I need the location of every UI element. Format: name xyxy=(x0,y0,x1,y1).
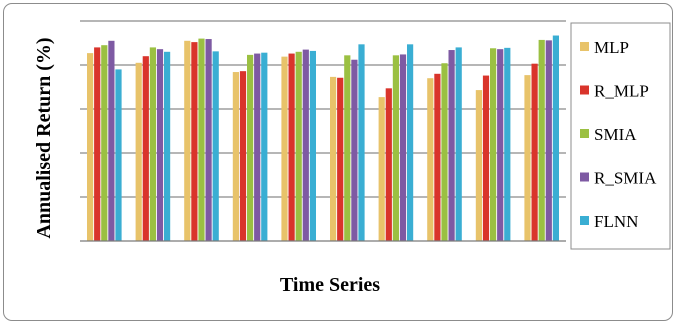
bar-flnn xyxy=(504,47,511,242)
bar-r-mlp xyxy=(337,77,344,241)
bar-r-smia xyxy=(205,39,212,241)
bar-flnn xyxy=(552,35,559,241)
legend-swatch xyxy=(580,85,589,95)
legend-swatch xyxy=(580,42,589,51)
legend-label: R_SMIA xyxy=(594,169,657,188)
bar-r-smia xyxy=(448,50,455,241)
bar-mlp xyxy=(135,62,142,241)
legend-swatch xyxy=(580,216,589,225)
bar-mlp xyxy=(281,56,288,241)
bar-r-smia xyxy=(545,40,552,241)
bar-r-mlp xyxy=(191,42,198,242)
bar-r-smia xyxy=(156,49,164,241)
bar-flnn xyxy=(455,47,462,242)
bar-smia xyxy=(101,45,108,242)
bar-smia xyxy=(538,39,545,241)
bar-r-mlp xyxy=(434,73,441,241)
bar-r-smia xyxy=(351,59,358,241)
legend-label: SMIA xyxy=(594,125,637,144)
bar-flnn xyxy=(407,44,414,241)
bar-smia xyxy=(392,55,399,241)
bar-r-mlp xyxy=(142,56,149,242)
bar-r-smia xyxy=(108,40,115,241)
bar-mlp xyxy=(475,90,482,241)
bar-flnn xyxy=(358,44,365,241)
bar-mlp xyxy=(427,78,434,241)
x-axis-label: Time Series xyxy=(280,274,380,296)
bar-r-mlp xyxy=(94,47,101,242)
bar-r-smia xyxy=(399,54,407,241)
legend-swatch xyxy=(580,172,589,182)
bar-flnn xyxy=(261,52,268,242)
legend-label: R_MLP xyxy=(594,82,649,101)
y-axis-label: Annualised Return (%) xyxy=(33,37,55,238)
bar-flnn xyxy=(309,50,316,241)
legend: MLP R_MLP SMIA R_SMIA FLNN xyxy=(580,38,657,231)
bar-smia xyxy=(490,48,497,241)
bar-r-mlp xyxy=(288,53,295,242)
bar-mlp xyxy=(378,97,385,242)
bar-mlp xyxy=(87,53,94,242)
legend-label: FLNN xyxy=(594,212,638,231)
bar-flnn xyxy=(164,51,171,241)
bar-smia xyxy=(247,54,254,241)
bars xyxy=(87,35,559,242)
bar-r-mlp xyxy=(531,63,538,242)
bar-r-smia xyxy=(497,49,504,241)
legend-label: MLP xyxy=(594,38,629,57)
bar-r-smia xyxy=(302,49,309,241)
bar-mlp xyxy=(524,75,531,242)
bar-smia xyxy=(344,55,351,241)
bar-smia xyxy=(295,51,302,241)
bar-r-mlp xyxy=(482,75,490,241)
bar-smia xyxy=(149,47,156,242)
bar-smia xyxy=(198,38,205,241)
bar-mlp xyxy=(184,40,191,241)
bar-flnn xyxy=(212,51,219,241)
bar-flnn xyxy=(115,69,122,242)
bar-r-mlp xyxy=(239,71,247,241)
bar-r-mlp xyxy=(385,88,392,241)
legend-swatch xyxy=(580,129,589,138)
bar-smia xyxy=(441,63,448,241)
bar-mlp xyxy=(330,76,337,241)
bar-mlp xyxy=(232,72,239,241)
bar-r-smia xyxy=(254,53,261,242)
